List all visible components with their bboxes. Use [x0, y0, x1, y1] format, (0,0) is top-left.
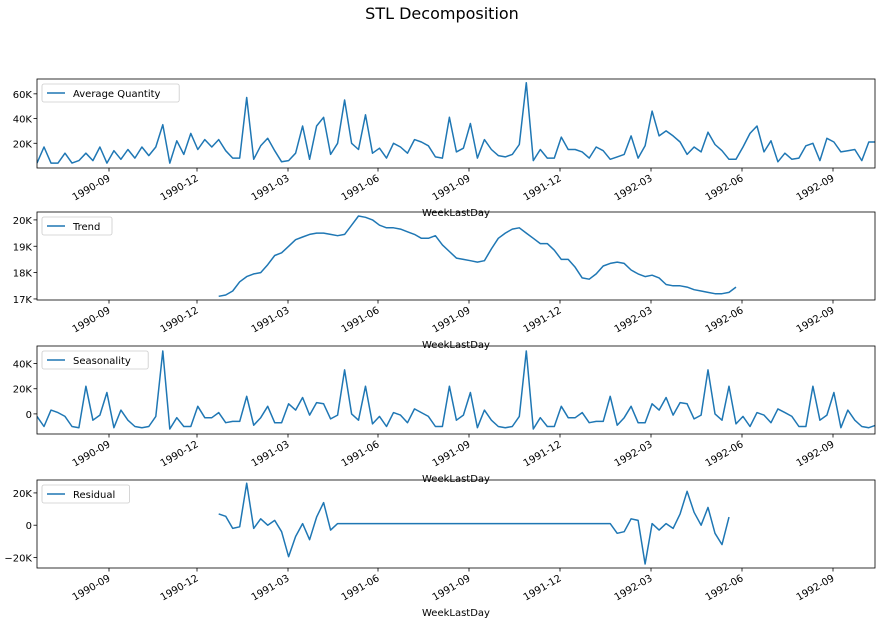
- seasonal-legend-box: [41, 350, 149, 370]
- trend-series-line: [218, 215, 737, 298]
- residual-y-tick-label: 0: [26, 521, 32, 532]
- trend-y-tick-label: 18K: [13, 269, 33, 280]
- seasonal-legend: Seasonality: [41, 350, 149, 370]
- trend-x-axis-label: WeekLastDay: [422, 340, 490, 351]
- observed-y-tick-label: 60K: [13, 90, 33, 101]
- observed-legend-label: Average Quantity: [73, 89, 161, 100]
- residual-axes-frame: [36, 479, 876, 569]
- seasonal-x-axis-label: WeekLastDay: [422, 474, 490, 485]
- observed-y-tick-label: 20K: [13, 139, 33, 150]
- observed-series-line: [37, 81, 875, 164]
- trend-y-tick-label: 19K: [13, 242, 33, 253]
- seasonal-series-line: [37, 350, 875, 430]
- observed-legend: Average Quantity: [41, 83, 180, 103]
- observed-axes-frame: [36, 78, 876, 169]
- trend-y-tick-label: 20K: [13, 216, 33, 227]
- figure-title: STL Decomposition: [365, 4, 519, 23]
- trend-y-tick-label: 17K: [13, 295, 33, 306]
- trend-legend-label: Trend: [72, 222, 100, 233]
- observed-x-axis-label: WeekLastDay: [422, 208, 490, 219]
- residual-y-tick-label: −20K: [4, 554, 32, 565]
- residual-y-tick-label: 20K: [13, 489, 33, 500]
- seasonal-y-tick-label: 20K: [13, 385, 33, 396]
- seasonal-y-tick-label: 0: [26, 410, 32, 421]
- residual-legend-box: [41, 484, 130, 504]
- seasonal-y-tick-label: 40K: [13, 360, 33, 371]
- residual-legend-label: Residual: [73, 490, 115, 501]
- residual-x-axis-label: WeekLastDay: [422, 608, 490, 619]
- observed-legend-box: [41, 83, 180, 103]
- observed-y-tick-label: 40K: [13, 115, 33, 126]
- residual-series-line: [218, 482, 730, 565]
- trend-legend-box: [41, 216, 113, 236]
- residual-legend: Residual: [41, 484, 130, 504]
- seasonal-legend-label: Seasonality: [73, 356, 131, 367]
- trend-legend: Trend: [41, 216, 113, 236]
- seasonal-axes-frame: [36, 345, 876, 435]
- trend-axes-frame: [36, 211, 876, 301]
